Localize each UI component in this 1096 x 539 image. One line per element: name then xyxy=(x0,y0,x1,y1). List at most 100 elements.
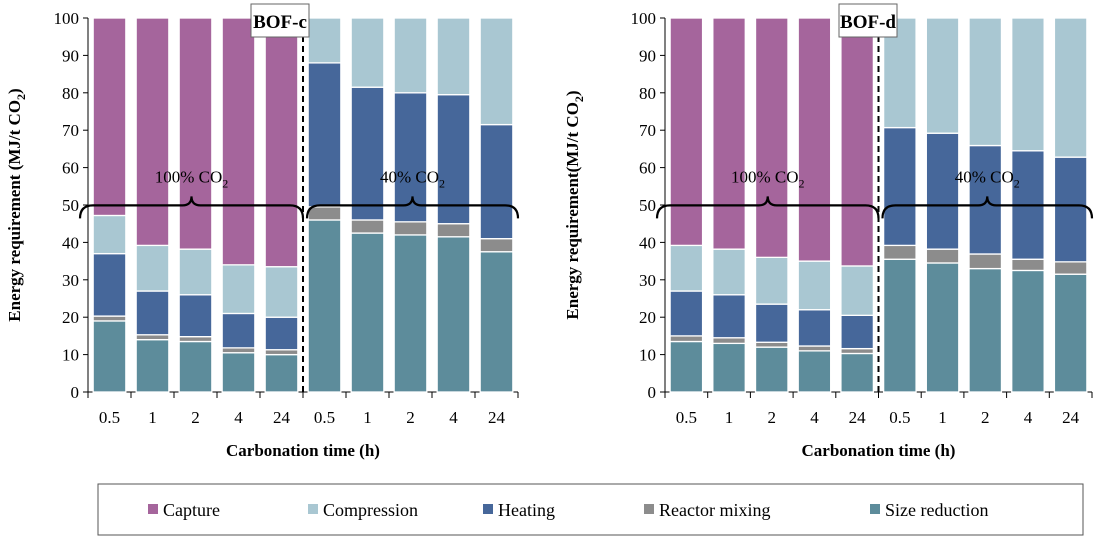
bar-segment-heating xyxy=(393,92,428,223)
x-tick-label: 2 xyxy=(768,408,777,427)
x-tick-label: 4 xyxy=(449,408,458,427)
x-tick-label: 1 xyxy=(148,408,157,427)
bar-segment-size-reduction xyxy=(840,352,875,393)
bar-segment-reactor-mixing xyxy=(925,248,960,264)
bar-segment-heating xyxy=(882,126,917,247)
y-tick-label: 90 xyxy=(62,46,79,65)
bar-segment-reactor-mixing xyxy=(797,345,832,352)
legend-label: Heating xyxy=(498,500,555,520)
panel-title-box xyxy=(838,3,898,38)
bar-segment-reactor-mixing xyxy=(178,335,213,343)
x-tick-label: 24 xyxy=(849,408,867,427)
bar-segment-capture xyxy=(840,17,875,267)
bar-segment-reactor-mixing xyxy=(221,347,256,354)
bar-segment-compression xyxy=(1011,17,1045,152)
y-tick-label: 30 xyxy=(639,271,656,290)
bar-segment-reactor-mixing xyxy=(712,337,746,345)
legend-swatch-capture xyxy=(148,504,158,514)
y-tick-label: 30 xyxy=(62,271,79,290)
bar-segment-capture xyxy=(264,17,299,268)
bar-segment-size-reduction xyxy=(393,234,428,393)
x-tick-label: 2 xyxy=(981,408,990,427)
bar-segment-capture xyxy=(92,17,127,217)
bar-segment-size-reduction xyxy=(178,340,213,393)
bar-segment-size-reduction xyxy=(436,236,471,393)
bar-segment-compression xyxy=(669,244,704,292)
x-axis-title: Carbonation time (h) xyxy=(226,441,380,460)
y-axis-title-end: ) xyxy=(563,90,582,96)
bar-segment-reactor-mixing xyxy=(669,335,704,343)
legend-label: Capture xyxy=(163,500,220,520)
bar-segment-reactor-mixing xyxy=(754,341,789,348)
bar-segment-compression xyxy=(840,265,875,316)
bar-segment-reactor-mixing xyxy=(92,315,127,322)
bar-segment-compression xyxy=(135,244,170,292)
bar-segment-heating xyxy=(221,312,256,349)
y-tick-label: 100 xyxy=(54,9,80,28)
x-tick-label: 4 xyxy=(234,408,243,427)
legend-swatch-compression xyxy=(308,504,318,514)
group-brace xyxy=(655,196,880,219)
bar-segment-size-reduction xyxy=(669,340,704,393)
group-brace xyxy=(305,196,520,219)
bar-segment-capture xyxy=(178,17,213,250)
bar-segment-compression xyxy=(350,17,385,88)
bar-segment-heating xyxy=(479,123,514,240)
bar-segment-compression xyxy=(1053,17,1088,158)
bar-segment-size-reduction xyxy=(92,320,127,393)
bar-segment-heating xyxy=(92,252,127,317)
bar-segment-capture xyxy=(221,17,256,266)
y-tick-label: 40 xyxy=(639,233,656,252)
legend-swatch-size-reduction xyxy=(870,504,880,514)
y-axis-title-main: Energy requirement(MJ/t CO xyxy=(563,102,582,320)
bar-segment-size-reduction xyxy=(264,353,299,393)
group-label: 100% CO2 xyxy=(155,167,229,190)
bar-segment-heating xyxy=(712,294,746,339)
bar-segment-compression xyxy=(712,248,746,296)
bar-segment-heating xyxy=(264,316,299,351)
bar-segment-heating xyxy=(669,290,704,337)
group-label-sub: 2 xyxy=(1014,176,1020,190)
x-tick-label: 2 xyxy=(406,408,415,427)
y-tick-label: 70 xyxy=(639,121,656,140)
y-tick-label: 20 xyxy=(62,308,79,327)
bar-segment-reactor-mixing xyxy=(1053,261,1088,275)
x-axis-title: Carbonation time (h) xyxy=(802,441,956,460)
bar-segment-size-reduction xyxy=(479,251,514,393)
y-tick-label: 50 xyxy=(639,196,656,215)
bar-segment-compression xyxy=(178,248,213,296)
legend: Capture Compression Heating Reactor mixing S… xyxy=(97,483,1084,536)
y-tick-label: 90 xyxy=(639,46,656,65)
legend-label: Size reduction xyxy=(885,500,988,520)
bar-segment-compression xyxy=(221,264,256,315)
y-tick-label: 100 xyxy=(631,9,657,28)
group-label: 40% CO2 xyxy=(955,167,1020,190)
y-tick-label: 0 xyxy=(71,383,80,402)
bar-segment-heating xyxy=(840,314,875,350)
x-tick-label: 4 xyxy=(1024,408,1033,427)
bar-segment-reactor-mixing xyxy=(840,347,875,355)
bar-segment-capture xyxy=(712,17,746,250)
bar-segment-reactor-mixing xyxy=(436,223,471,238)
bar-segment-size-reduction xyxy=(925,262,960,393)
y-axis-title-main: Energy requirement (MJ/t CO xyxy=(5,100,24,322)
y-tick-label: 10 xyxy=(639,346,656,365)
y-axis-title-sub: 2 xyxy=(14,94,28,100)
x-tick-label: 24 xyxy=(273,408,291,427)
legend-label: Compression xyxy=(323,500,418,520)
bar-segment-reactor-mixing xyxy=(135,334,170,341)
bar-segment-size-reduction xyxy=(968,267,1003,393)
bar-segment-reactor-mixing xyxy=(479,238,514,253)
x-tick-label: 0.5 xyxy=(314,408,335,427)
bar-segment-compression xyxy=(264,266,299,318)
group-label-main: 100% CO xyxy=(155,167,223,186)
bar-segment-capture xyxy=(754,17,789,259)
bar-segment-heating xyxy=(754,303,789,343)
bar-segment-reactor-mixing xyxy=(350,219,385,234)
y-axis-title-end: ) xyxy=(5,88,24,94)
bar-segment-size-reduction xyxy=(221,352,256,393)
bar-segment-compression xyxy=(797,260,832,311)
group-label-main: 100% CO xyxy=(731,167,799,186)
